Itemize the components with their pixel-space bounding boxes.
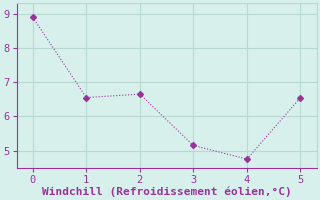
X-axis label: Windchill (Refroidissement éolien,°C): Windchill (Refroidissement éolien,°C) — [42, 186, 292, 197]
